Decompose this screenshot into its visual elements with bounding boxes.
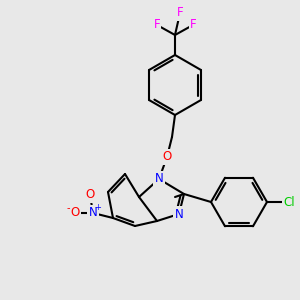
Text: O: O — [85, 188, 94, 202]
Text: F: F — [177, 7, 183, 20]
Text: -: - — [66, 203, 70, 213]
Text: Cl: Cl — [283, 196, 295, 208]
Text: N: N — [175, 208, 183, 220]
Text: +: + — [94, 203, 101, 212]
Text: O: O — [70, 206, 80, 220]
Text: F: F — [190, 19, 196, 32]
Text: F: F — [154, 19, 160, 32]
Text: O: O — [162, 151, 172, 164]
Text: N: N — [154, 172, 164, 185]
Text: N: N — [88, 206, 98, 220]
